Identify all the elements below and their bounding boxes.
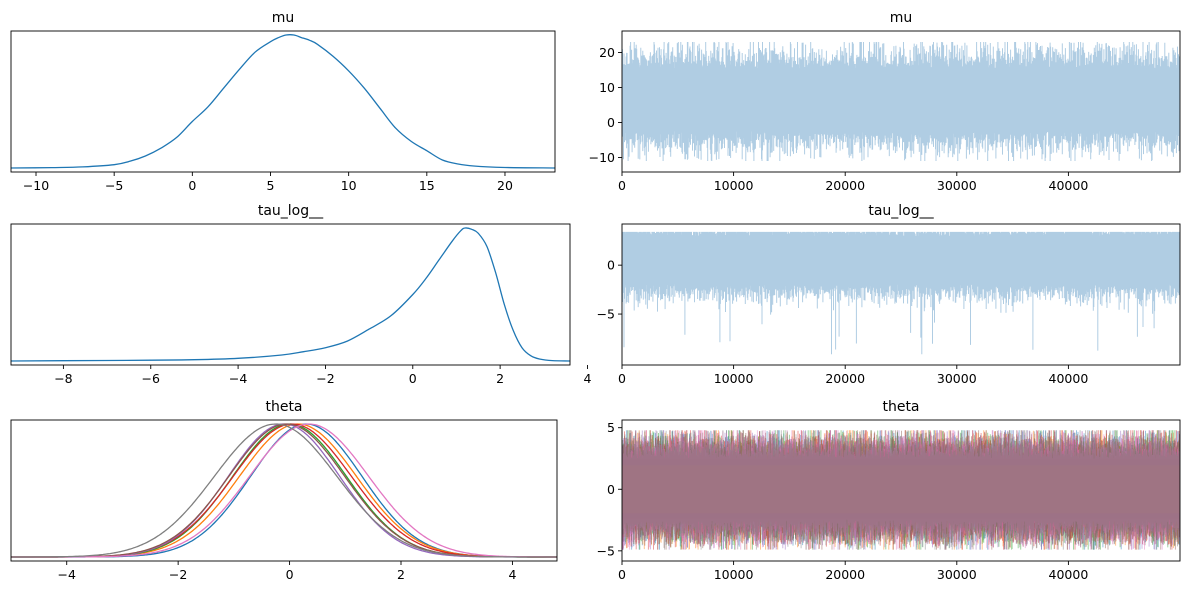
x-tick-label: 20000 xyxy=(825,371,865,386)
panel-title: theta xyxy=(265,399,302,415)
x-tick-label: 40000 xyxy=(1049,371,1089,386)
x-tick-label: 10 xyxy=(341,178,357,193)
x-tick-label: 40000 xyxy=(1049,178,1089,193)
plot-area xyxy=(622,231,1180,355)
y-tick-label: 0 xyxy=(607,115,615,130)
x-tick-label: 0 xyxy=(409,371,417,386)
x-tick-label: 2 xyxy=(496,371,504,386)
x-tick-label: −5 xyxy=(105,178,123,193)
x-tick-label: 2 xyxy=(397,567,405,582)
x-tick-label: −8 xyxy=(54,371,72,386)
x-tick-label: −10 xyxy=(23,178,49,193)
x-tick-label: −2 xyxy=(316,371,334,386)
y-tick-label: 5 xyxy=(607,420,615,435)
density-line xyxy=(11,423,557,558)
x-tick-label: 40000 xyxy=(1049,567,1089,582)
x-tick-label: −2 xyxy=(169,567,187,582)
density-line xyxy=(11,227,570,362)
plot-area xyxy=(622,42,1180,161)
axes-frame xyxy=(10,223,571,366)
panel-tau-trace: tau_log__ 0 10000 20000 30000 40000 −5 0 xyxy=(597,203,1181,386)
density-line xyxy=(11,423,557,558)
panel-title: theta xyxy=(882,399,919,415)
y-tick-label: 10 xyxy=(599,80,615,95)
panel-theta-density: theta −4 −2 0 2 4 xyxy=(10,399,558,582)
x-tick-label: 10000 xyxy=(714,567,754,582)
axes-frame xyxy=(621,223,1181,366)
plot-area xyxy=(622,430,1180,550)
x-tick-label: 10000 xyxy=(714,178,754,193)
x-tick-label: 30000 xyxy=(937,371,977,386)
x-tick-label: 20 xyxy=(497,178,513,193)
axes-frame xyxy=(10,30,556,173)
density-line xyxy=(11,34,555,169)
x-tick-label: 5 xyxy=(267,178,275,193)
x-tick-label: 4 xyxy=(583,371,591,386)
panel-title: tau_log__ xyxy=(868,203,934,219)
x-tick-label: 0 xyxy=(286,567,294,582)
y-tick-label: 20 xyxy=(599,45,615,60)
plot-area xyxy=(11,423,557,558)
x-tick-label: 0 xyxy=(618,178,626,193)
y-tick-label: −5 xyxy=(597,543,615,558)
density-line xyxy=(11,423,557,558)
trace-core xyxy=(622,81,1180,119)
x-tick-label: 0 xyxy=(618,371,626,386)
x-tick-label: 20000 xyxy=(825,178,865,193)
panel-tau-density: tau_log__ −8 −6 −4 −2 0 2 4 xyxy=(10,203,591,386)
plot-area xyxy=(11,34,555,169)
axes-frame xyxy=(10,419,558,562)
x-tick-label: −4 xyxy=(229,371,247,386)
density-line xyxy=(11,423,557,558)
x-tick-label: 0 xyxy=(188,178,196,193)
x-tick-label: 0 xyxy=(618,567,626,582)
axes-frame xyxy=(621,419,1181,562)
panel-title: mu xyxy=(272,10,295,26)
panel-title: mu xyxy=(890,10,913,26)
density-line xyxy=(11,423,557,558)
panel-title: tau_log__ xyxy=(258,203,324,219)
x-tick-label: 30000 xyxy=(937,178,977,193)
x-tick-label: −4 xyxy=(57,567,75,582)
y-tick-label: 0 xyxy=(607,258,615,273)
panel-mu-density: mu −10 −5 0 5 10 15 20 xyxy=(10,10,556,193)
plot-area xyxy=(11,227,570,362)
y-tick-label: −5 xyxy=(597,307,615,322)
density-line xyxy=(11,423,557,558)
density-line xyxy=(11,423,557,558)
y-tick-label: 0 xyxy=(607,482,615,497)
axes-frame xyxy=(621,30,1181,173)
x-tick-label: −6 xyxy=(142,371,160,386)
x-tick-label: 30000 xyxy=(937,567,977,582)
density-line xyxy=(11,423,557,558)
trace-core xyxy=(622,248,1180,277)
x-tick-label: 4 xyxy=(508,567,516,582)
y-tick-label: −10 xyxy=(589,150,615,165)
trace-overlap-core xyxy=(622,465,1180,514)
x-tick-label: 20000 xyxy=(825,567,865,582)
x-tick-label: 10000 xyxy=(714,371,754,386)
x-tick-label: 15 xyxy=(419,178,435,193)
